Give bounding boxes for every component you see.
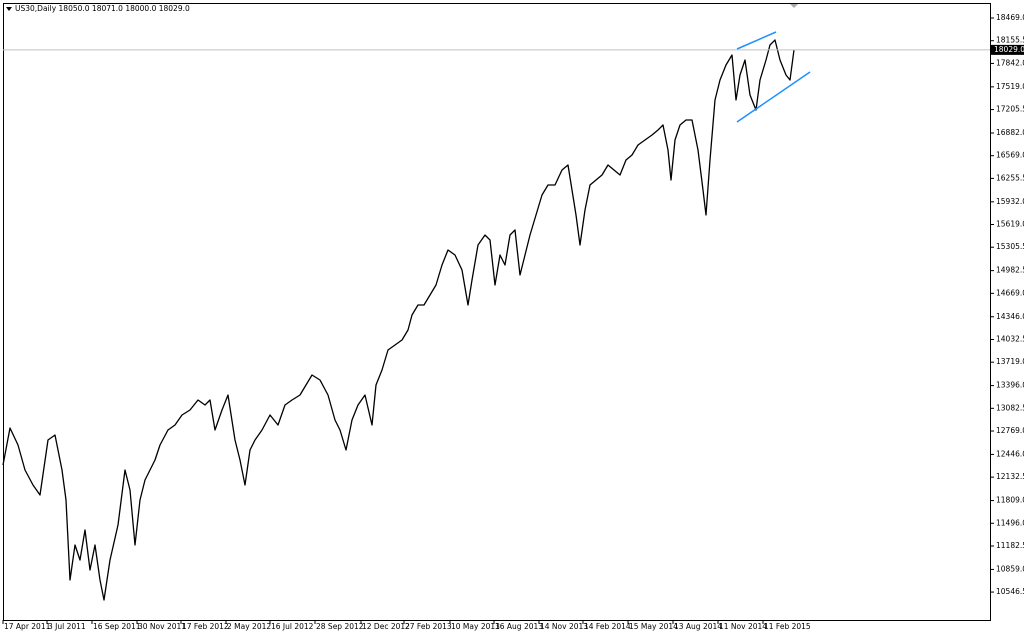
y-tick-label: 11182.5 bbox=[996, 541, 1024, 550]
x-tick-label: 16 Jul 2012 bbox=[271, 622, 314, 631]
plot-area bbox=[2, 39, 795, 601]
y-tick-label: 11496.0 bbox=[996, 518, 1024, 527]
y-tick-label: 17519.0 bbox=[996, 82, 1024, 91]
x-tick-label: 30 Nov 2011 bbox=[138, 622, 186, 631]
y-tick-label: 18155.5 bbox=[996, 36, 1024, 45]
x-tick-label: 12 Dec 2012 bbox=[362, 622, 410, 631]
y-tick-label: 12446.0 bbox=[996, 449, 1024, 458]
y-tick-label: 13082.5 bbox=[996, 403, 1024, 412]
y-tick-label: 14982.5 bbox=[996, 266, 1024, 275]
x-tick-label: 2 May 2012 bbox=[227, 622, 271, 631]
x-tick-label: 13 Aug 2014 bbox=[674, 622, 722, 631]
y-tick-label: 16569.0 bbox=[996, 151, 1024, 160]
x-tick-label: 10 May 2013 bbox=[451, 622, 500, 631]
y-tick-label: 14032.5 bbox=[996, 334, 1024, 343]
x-tick-label: 16 Aug 2013 bbox=[495, 622, 543, 631]
y-tick-label: 15305.5 bbox=[996, 242, 1024, 251]
x-tick-label: 14 Nov 2013 bbox=[540, 622, 588, 631]
y-tick-label: 13719.0 bbox=[996, 357, 1024, 366]
y-tick-label: 12769.0 bbox=[996, 426, 1024, 435]
x-tick-label: 28 Sep 2012 bbox=[316, 622, 364, 631]
current-price-box bbox=[991, 44, 1024, 55]
shift-marker bbox=[790, 4, 798, 8]
y-tick-label: 12132.5 bbox=[996, 472, 1024, 481]
y-tick-label: 17842.0 bbox=[996, 58, 1024, 67]
menu-arrow bbox=[6, 7, 12, 11]
x-tick-label: 15 May 2014 bbox=[629, 622, 678, 631]
channel-upper bbox=[736, 31, 777, 50]
plot-frame bbox=[3, 3, 991, 621]
y-tick-label: 16255.5 bbox=[996, 173, 1024, 182]
x-tick-label: 27 Feb 2013 bbox=[405, 622, 452, 631]
x-tick-label: 14 Feb 2014 bbox=[584, 622, 631, 631]
x-tick-label: 11 Feb 2015 bbox=[764, 622, 811, 631]
y-tick-label: 13396.0 bbox=[996, 381, 1024, 390]
x-tick-label: 16 Sep 2011 bbox=[93, 622, 141, 631]
x-tick-label: 3 Jul 2011 bbox=[48, 622, 86, 631]
x-tick-label: 17 Apr 2011 bbox=[4, 622, 51, 631]
y-tick-label: 17205.5 bbox=[996, 105, 1024, 114]
y-tick-label: 14346.0 bbox=[996, 312, 1024, 321]
channel-lower bbox=[736, 71, 811, 123]
price-line bbox=[2, 39, 795, 601]
current-price-label: 18029.0 bbox=[994, 45, 1024, 54]
chart-title: US30,Daily 18050.0 18071.0 18000.0 18029… bbox=[15, 4, 190, 13]
y-tick-label: 15932.0 bbox=[996, 197, 1024, 206]
y-tick-label: 18469.0 bbox=[996, 13, 1024, 22]
y-tick-label: 10546.5 bbox=[996, 587, 1024, 596]
y-tick-label: 11809.0 bbox=[996, 496, 1024, 505]
y-tick-label: 10859.0 bbox=[996, 564, 1024, 573]
y-tick-label: 15619.0 bbox=[996, 220, 1024, 229]
y-tick-label: 16882.0 bbox=[996, 128, 1024, 137]
y-tick-label: 14669.0 bbox=[996, 288, 1024, 297]
x-tick-label: 11 Nov 2014 bbox=[719, 622, 767, 631]
x-tick-label: 17 Feb 2012 bbox=[182, 622, 229, 631]
